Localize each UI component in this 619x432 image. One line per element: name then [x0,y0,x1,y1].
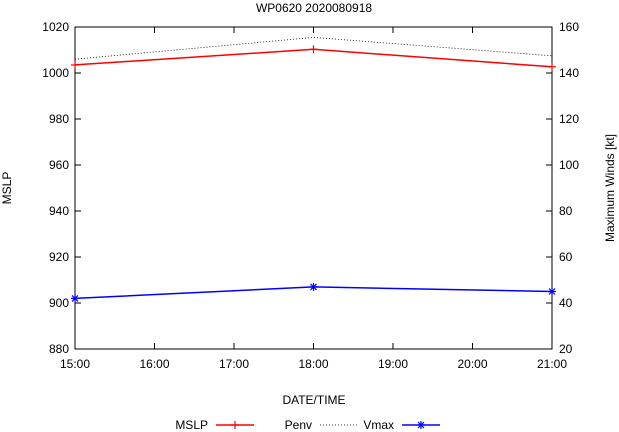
data-point-mslp [71,60,79,69]
y2-tick-label: 40 [559,296,573,310]
x-tick-label: 15:00 [60,357,90,371]
y2-tick-label: 140 [559,66,579,80]
data-point-vmax [309,282,318,291]
y-tick-label: 880 [49,342,69,356]
x-tick-label: 17:00 [219,357,249,371]
x-axis-tick-labels: 15:00 16:00 17:00 18:00 19:00 20:00 21:00 [60,357,567,371]
y-axis-tick-labels: 880 900 920 940 960 980 1000 1020 [42,20,69,356]
series-lines [74,36,553,300]
x-axis-label: DATE/TIME [282,393,345,407]
legend-label-mslp: MSLP [175,418,208,432]
y-axis-label: MSLP [0,172,14,205]
x-tick-label: 21:00 [537,357,567,371]
data-point-mslp [309,45,318,54]
y-tick-label: 960 [49,158,69,172]
legend-marker-mslp [231,421,239,429]
y2-tick-label: 120 [559,112,579,126]
legend-label-vmax: Vmax [363,418,394,432]
data-point-mslp [548,62,556,71]
legend: MSLP Penv Vmax [175,418,440,432]
tick-marks [74,26,553,350]
y2-tick-label: 20 [559,342,573,356]
plot-frame [74,26,553,350]
y-tick-label: 1020 [42,20,69,34]
legend-label-penv: Penv [285,418,312,432]
y2-tick-label: 60 [559,250,573,264]
y2-tick-label: 100 [559,158,579,172]
y-tick-label: 940 [49,204,69,218]
x-tick-label: 20:00 [457,357,487,371]
legend-marker-vmax [417,421,425,429]
x-tick-label: 18:00 [298,357,328,371]
data-point-vmax [548,287,556,296]
y-tick-label: 1000 [42,66,69,80]
y-tick-label: 980 [49,112,69,126]
y-tick-label: 920 [49,250,69,264]
y2-tick-label: 160 [559,20,579,34]
y2-axis-tick-labels: 20 40 60 80 100 120 140 160 [559,20,579,356]
y2-axis-label: Maximum Winds [kt] [603,134,617,242]
data-point-vmax [71,294,79,303]
y2-tick-label: 80 [559,204,573,218]
y-tick-label: 900 [49,296,69,310]
x-tick-label: 16:00 [139,357,169,371]
series-markers [71,45,556,303]
x-tick-label: 19:00 [378,357,408,371]
chart-title: WP0620 2020080918 [256,1,372,15]
